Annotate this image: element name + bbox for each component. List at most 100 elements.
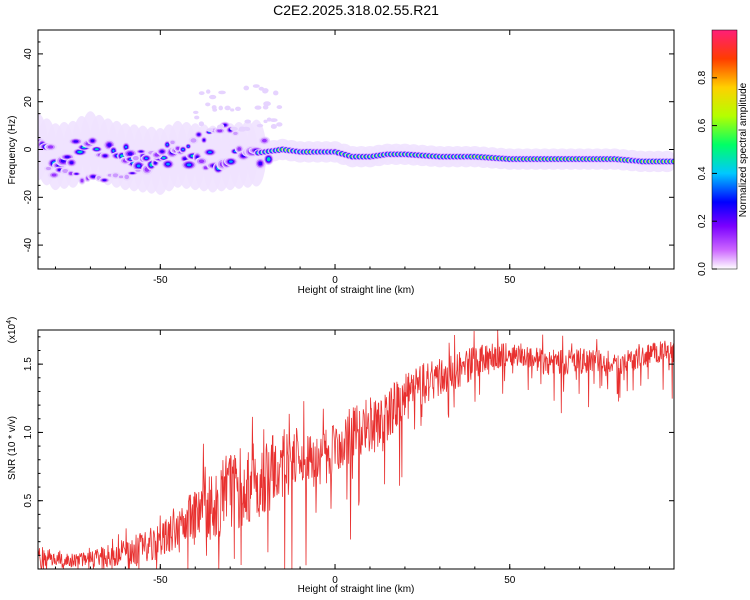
heatmap-cell (273, 90, 279, 96)
heatmap-cell (235, 106, 241, 111)
snr-series-line (38, 330, 674, 569)
heatmap-cell (256, 123, 264, 128)
heatmap-cell (69, 161, 74, 165)
colorbar-tick-label: 0.6 (697, 118, 708, 132)
heatmap-cell (160, 150, 164, 153)
heatmap-cell (132, 155, 139, 161)
heatmap-cell (266, 117, 272, 122)
y-tick-label: 1.5 (23, 357, 34, 371)
heatmap-cell (203, 166, 208, 170)
heatmap-cell (136, 164, 141, 168)
heatmap-cell (197, 133, 201, 136)
colorbar-gradient (711, 29, 738, 270)
heatmap-cell (192, 110, 199, 114)
y-tick-label: 0.5 (23, 493, 34, 507)
heatmap-cell (206, 128, 214, 132)
heatmap-cell (237, 147, 242, 151)
heatmap-cell (95, 148, 99, 150)
spectrogram-x-axis-label: Height of straight line (km) (298, 285, 415, 296)
heatmap-cell (263, 119, 268, 124)
heatmap-cell (208, 151, 212, 154)
heatmap-cell (276, 105, 283, 110)
heatmap-cell (270, 124, 277, 129)
figure-title: C2E2.2025.318.02.55.R21 (273, 2, 439, 18)
heatmap-cell (217, 129, 223, 133)
heatmap-cell (218, 105, 224, 111)
heatmap-cell (45, 166, 52, 171)
snr-y-axis-label: SNR (10 * v/v) (7, 416, 18, 480)
heatmap-cell (181, 148, 185, 151)
colorbar-tick-label: 0.4 (697, 166, 708, 180)
y-tick-label: 0 (23, 146, 34, 152)
heatmap-cell (112, 149, 115, 152)
x-tick-label: -50 (153, 575, 168, 586)
heatmap-cell (252, 84, 260, 88)
spectrogram-panel: -50 0 50 40 20 0 -20 -40 Height of straight li… (7, 29, 675, 296)
heatmap-cell (187, 145, 190, 148)
heatmap-cell (139, 150, 143, 153)
heatmap-cell (80, 178, 84, 183)
heatmap-cell (254, 105, 262, 110)
heatmap-cell (120, 154, 123, 158)
colorbar-label: Normalized spectral amplitude (738, 82, 749, 217)
heatmap-cell (267, 157, 270, 161)
heatmap-cell (166, 143, 169, 146)
heatmap-cell (62, 168, 69, 173)
heatmap-cell (263, 101, 271, 107)
heatmap-cell (154, 161, 157, 165)
heatmap-cell (205, 102, 211, 107)
heatmap-cell (127, 152, 133, 156)
snr-x-axis-label: Height of straight line (km) (298, 584, 415, 595)
heatmap-cell (198, 159, 205, 164)
colorbar-tick-label: 0.8 (697, 70, 708, 84)
heatmap-cell (91, 175, 96, 178)
spectrogram-y-ticks: 40 20 0 -20 -40 (23, 41, 674, 258)
heatmap-cell (233, 131, 238, 135)
heatmap-cell (162, 157, 166, 159)
y-tick-label: 40 (23, 48, 34, 60)
y-tick-label: -20 (23, 190, 34, 205)
y-tick-label: 1.0 (23, 425, 34, 439)
heatmap-cell (103, 154, 107, 158)
heatmap-cell (124, 145, 128, 149)
heatmap-cell (198, 91, 205, 96)
heatmap-cell (269, 118, 278, 123)
y-tick-label: -40 (23, 237, 34, 252)
colorbar-tick-label: 0.0 (697, 262, 708, 276)
spectrogram-heatmap (38, 84, 674, 195)
heatmap-cell (118, 175, 124, 179)
heatmap-cell (130, 172, 135, 174)
heatmap-cell (224, 105, 231, 111)
snr-scale-label: (x104) (6, 317, 18, 344)
colorbar-tick-label: 0.2 (697, 214, 708, 228)
heatmap-cell (107, 143, 112, 147)
y-tick-label: 20 (23, 96, 34, 108)
heatmap-cell (74, 173, 78, 175)
heatmap-cell (176, 146, 180, 150)
x-tick-label: 50 (504, 575, 516, 586)
heatmap-cell (166, 162, 170, 166)
heatmap-cell (73, 140, 79, 143)
x-tick-label: 50 (504, 275, 516, 286)
heatmap-cell (135, 169, 141, 172)
heatmap-cell (258, 161, 263, 166)
heatmap-cell (209, 94, 217, 100)
heatmap-cell (212, 107, 218, 112)
heatmap-cell (102, 179, 107, 182)
heatmap-cell (244, 127, 251, 131)
x-tick-label: 0 (332, 275, 338, 286)
svg-text:(x104): (x104) (6, 317, 18, 344)
heatmap-cell (243, 85, 250, 91)
x-tick-label: -50 (153, 275, 168, 286)
heatmap-cell (229, 160, 233, 163)
heatmap-cell (216, 124, 222, 130)
heatmap-cell (202, 138, 206, 142)
heatmap-cell (194, 115, 200, 120)
heatmap-cell (170, 140, 175, 145)
heatmap-cell (78, 151, 82, 153)
colorbar-ticks: 0.0 0.2 0.4 0.6 0.8 (697, 70, 717, 276)
heatmap-cell (198, 121, 205, 127)
heatmap-cell (244, 119, 251, 124)
heatmap-cell (90, 139, 95, 143)
